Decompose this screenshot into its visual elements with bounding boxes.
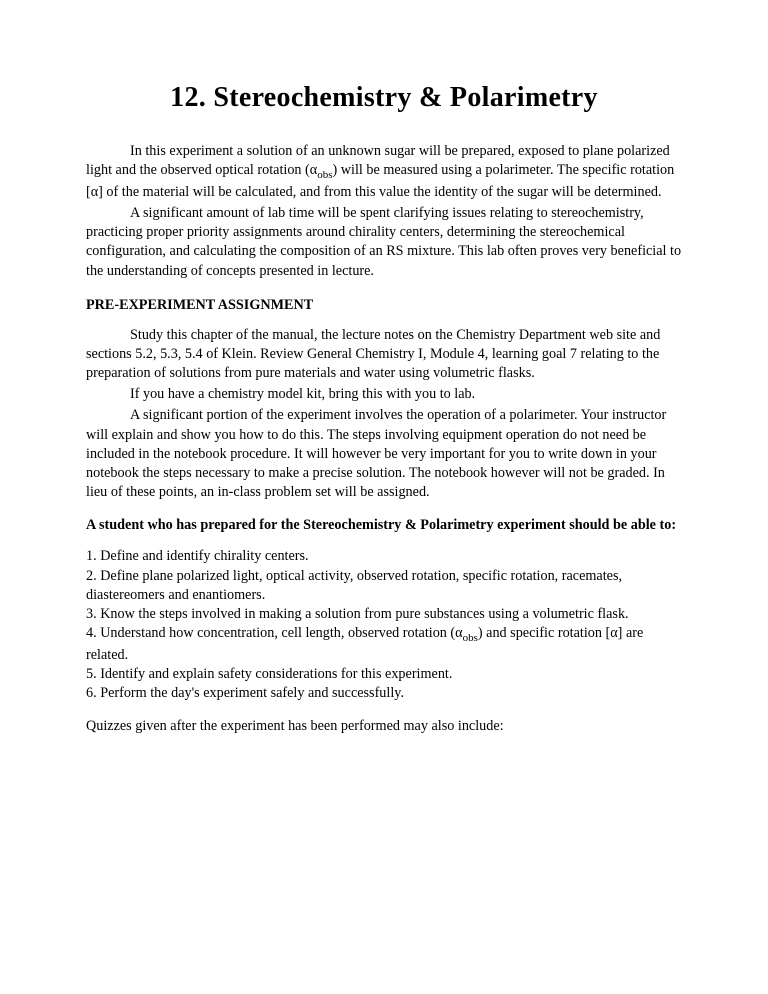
list-item-2: 2. Define plane polarized light, optical… [86,567,682,605]
intro-paragraph-1: In this experiment a solution of an unkn… [86,142,682,202]
intro-paragraph-2: A significant amount of lab time will be… [86,204,682,281]
pre-experiment-heading: PRE-EXPERIMENT ASSIGNMENT [86,297,682,314]
list-item-6: 6. Perform the day's experiment safely a… [86,684,682,703]
list-item-1: 1. Define and identify chirality centers… [86,547,682,566]
document-page: 12. Stereochemistry & Polarimetry In thi… [0,0,768,778]
pre-paragraph-1: Study this chapter of the manual, the le… [86,326,682,384]
list-item-4: 4. Understand how concentration, cell le… [86,624,682,665]
pre-paragraph-2: If you have a chemistry model kit, bring… [86,385,682,404]
prepared-heading: A student who has prepared for the Stere… [86,516,682,535]
quiz-note: Quizzes given after the experiment has b… [86,717,682,736]
list-item-3: 3. Know the steps involved in making a s… [86,605,682,624]
list-item-5: 5. Identify and explain safety considera… [86,665,682,684]
pre-paragraph-3: A significant portion of the experiment … [86,406,682,502]
document-title: 12. Stereochemistry & Polarimetry [86,82,682,114]
